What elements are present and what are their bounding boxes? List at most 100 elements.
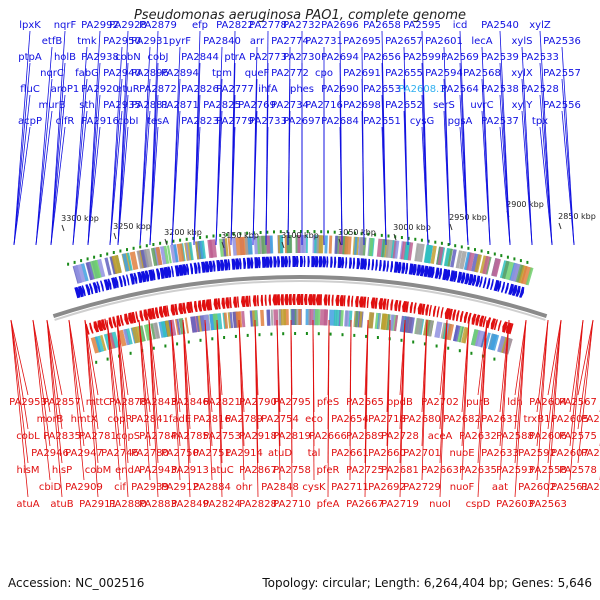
gene-arrow [162, 305, 168, 317]
label-connector [204, 319, 213, 481]
gene-label: cspD [466, 499, 491, 510]
label-connector [138, 319, 151, 413]
tick-mark [141, 349, 144, 353]
gene-label: PA2568 [463, 68, 501, 79]
feature-bar [176, 243, 185, 262]
length-label: Length: [374, 576, 421, 590]
gene-label: PA2912 [161, 482, 199, 493]
gene-arrow [431, 266, 435, 278]
label-connector [116, 319, 129, 430]
label-connector [193, 126, 201, 246]
label-connector [87, 62, 101, 246]
label-connector [547, 319, 562, 430]
gene-arrow [425, 304, 430, 316]
gene-label: PA2635 [459, 465, 497, 476]
feature-bar [131, 326, 140, 344]
label-connector [149, 126, 159, 246]
label-connector [139, 110, 151, 246]
scale-tick [113, 232, 117, 240]
gene-arrow [108, 317, 114, 329]
label-connector [215, 110, 223, 246]
gene-arrow [463, 311, 469, 323]
gene-arrow [137, 271, 143, 284]
gene-arrow [359, 296, 364, 308]
gene-label: fluC [20, 84, 40, 95]
gene-label: lpxK [19, 20, 41, 31]
gene-label: PA2734 [271, 100, 309, 111]
gene-arrow [128, 312, 134, 324]
gene-arrow [402, 301, 408, 313]
tick-mark [317, 332, 320, 336]
gene-arrow [235, 258, 240, 270]
label-connector [547, 319, 562, 464]
gene-label: PA2539 [481, 52, 519, 63]
feature-bar [333, 309, 340, 327]
scale-label: 3100 kbp [281, 231, 319, 240]
feature-bar [302, 235, 307, 254]
gene-arrow [409, 302, 414, 314]
gene-label: PA2608.1 [398, 84, 445, 95]
gene-arrow [482, 277, 487, 289]
feature-bar [160, 320, 168, 338]
gene-label: PA2563 [529, 499, 567, 510]
tick-mark [458, 349, 461, 353]
gene-label: PA2682 [443, 414, 481, 425]
gene-arrow [331, 294, 334, 306]
label-connector [539, 126, 553, 246]
gene-arrow [367, 258, 371, 270]
feature-bar [247, 236, 253, 255]
gene-label: PA2592 [518, 448, 556, 459]
gene-label: atuB [50, 499, 73, 510]
gene-arrow [143, 309, 149, 321]
label-connector [72, 110, 88, 246]
feature-bar [414, 243, 419, 262]
gene-arrow [444, 308, 451, 320]
feature-bar [298, 309, 302, 326]
gene-label: tpm [212, 68, 232, 79]
gene-label: holB [54, 52, 76, 63]
gene-arrow [393, 261, 399, 273]
label-connector [312, 319, 315, 481]
accession-label: Accession: [8, 576, 72, 590]
gene-label: PA2778 [249, 20, 287, 31]
gene-arrow [277, 256, 281, 268]
gene-arrow [114, 276, 119, 288]
gene-arrow [81, 285, 86, 297]
gene-arrow [502, 321, 508, 333]
tick-mark [93, 255, 96, 259]
gene-label: PA2689 [346, 431, 384, 442]
feature-bar [222, 238, 227, 257]
tick-mark [266, 230, 269, 234]
gene-label: PA2779 [216, 116, 254, 127]
gene-arrow [248, 295, 251, 307]
feature-bar [154, 322, 161, 339]
feature-bar [249, 310, 253, 327]
label-connector [577, 319, 594, 396]
label-connector [514, 319, 527, 430]
label-connector [459, 126, 469, 246]
gene-arrow [397, 262, 402, 274]
tick-mark [199, 236, 202, 239]
gene-arrow [303, 256, 306, 267]
gene-label: PA2777 [216, 84, 254, 95]
label-connector [536, 319, 549, 413]
label-connector [109, 110, 123, 246]
gene-arrow [471, 274, 477, 286]
gene-label: PA2567 [559, 397, 597, 408]
label-connector [87, 94, 101, 246]
gene-label: PA2684 [321, 116, 359, 127]
gene-arrow [197, 300, 203, 312]
gene-label: PA2774 [271, 36, 309, 47]
gene-label: nqrC [40, 68, 64, 79]
gene-arrow [239, 258, 242, 270]
feature-bar [241, 311, 246, 328]
label-connector [364, 319, 369, 498]
gene-arrow [272, 294, 278, 306]
label-connector [577, 319, 594, 464]
gene-arrow [464, 273, 470, 285]
tick-mark [234, 334, 237, 338]
feature-bar [424, 244, 433, 264]
gene-label: PA2660 [368, 448, 406, 459]
